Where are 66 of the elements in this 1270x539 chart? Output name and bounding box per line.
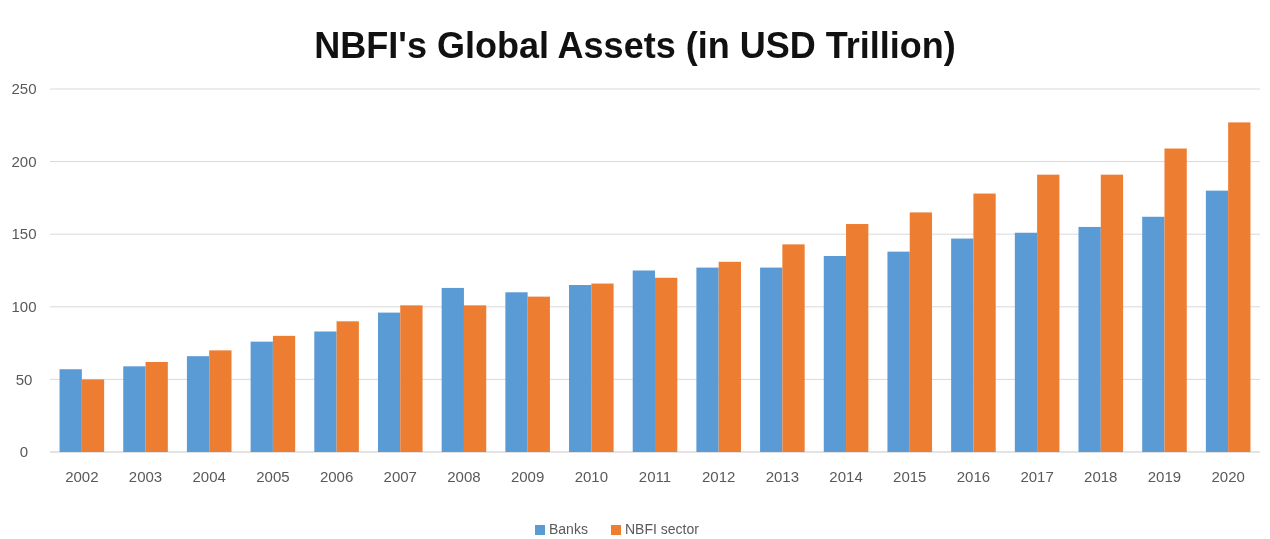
x-tick-label: 2002 [65, 468, 99, 485]
bar [314, 331, 337, 452]
bar [1205, 190, 1229, 452]
x-tick-label: 2020 [1211, 468, 1245, 485]
bar [400, 305, 423, 452]
bar [909, 212, 933, 452]
bar [336, 321, 359, 452]
y-tick-label: 250 [11, 80, 37, 98]
x-tick-label: 2019 [1147, 468, 1182, 485]
bar [951, 238, 974, 452]
bar [1142, 216, 1165, 452]
bar [441, 287, 464, 452]
x-tick-label: 2012 [702, 468, 736, 485]
x-tick-label: 2014 [829, 468, 863, 485]
x-tick-label: 2010 [574, 468, 608, 485]
bar [59, 369, 82, 452]
y-tick-label: 0 [19, 443, 29, 461]
x-tick-label: 2004 [192, 468, 226, 485]
chart-title: NBFI's Global Assets (in USD Trillion) [314, 25, 956, 66]
bar [272, 335, 296, 452]
legend-label: Banks [549, 521, 588, 537]
bar [591, 283, 614, 452]
bar [696, 267, 719, 452]
x-tick-label: 2011 [638, 468, 672, 485]
legend-label: NBFI sector [625, 521, 700, 537]
bar [1164, 148, 1187, 452]
bar [1037, 174, 1060, 452]
bar [1014, 232, 1038, 452]
bar [145, 361, 168, 452]
bar [81, 379, 105, 452]
y-tick-label: 100 [11, 298, 37, 316]
x-tick-label: 2006 [319, 468, 354, 485]
bar [569, 285, 592, 452]
bar [209, 350, 232, 452]
y-tick-label: 50 [15, 370, 33, 388]
bar [1100, 174, 1124, 452]
y-tick-label: 200 [11, 152, 37, 170]
bar [1078, 226, 1101, 452]
x-tick-label: 2016 [956, 468, 991, 485]
x-tick-label: 2013 [765, 468, 800, 485]
bar [377, 312, 401, 452]
x-tick-label: 2017 [1020, 468, 1054, 485]
bar [823, 255, 847, 452]
y-tick-label: 150 [11, 225, 37, 243]
bar [1228, 122, 1251, 452]
bar [655, 277, 678, 452]
bar [887, 251, 910, 452]
x-tick-label: 2008 [447, 468, 481, 485]
bar [782, 244, 805, 452]
bar [123, 366, 146, 452]
bar [250, 341, 273, 452]
bar [718, 261, 741, 452]
x-tick-label: 2003 [128, 468, 163, 485]
bar [846, 224, 869, 452]
bar [760, 267, 783, 452]
x-tick-label: 2015 [893, 468, 927, 485]
bar [505, 292, 528, 452]
x-tick-label: 2007 [383, 468, 417, 485]
x-tick-label: 2018 [1084, 468, 1118, 485]
x-tick-label: 2005 [256, 468, 290, 485]
bar [527, 296, 550, 452]
bar [973, 193, 996, 452]
bar [463, 305, 487, 452]
bar [186, 356, 210, 452]
bar [632, 270, 655, 452]
x-tick-label: 2009 [510, 468, 545, 485]
